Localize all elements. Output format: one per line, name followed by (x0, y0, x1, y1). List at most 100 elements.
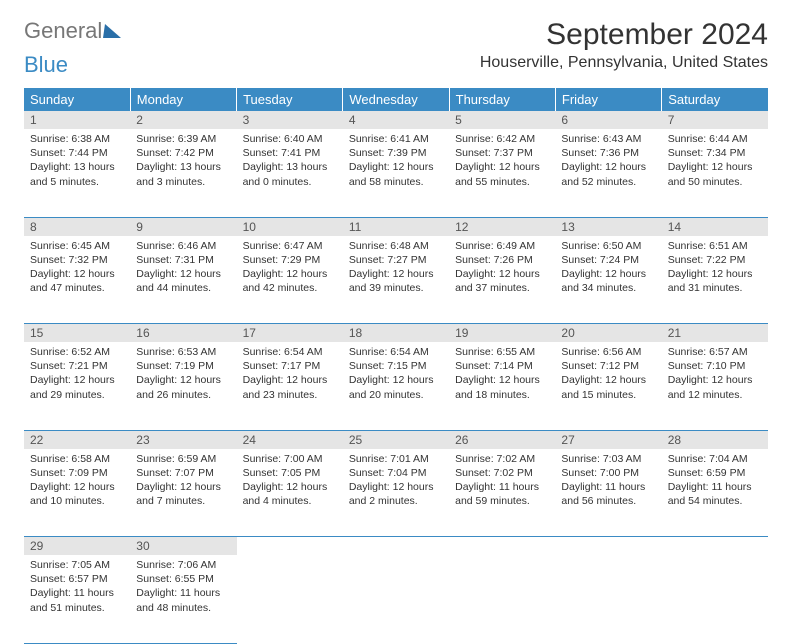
daylight-line: Daylight: 12 hours and 42 minutes. (243, 267, 337, 295)
brand-word-2: Blue (24, 52, 68, 77)
sunrise-line: Sunrise: 6:38 AM (30, 132, 124, 146)
day-cell-body: Sunrise: 6:41 AMSunset: 7:39 PMDaylight:… (343, 129, 449, 195)
weekday-header: Thursday (449, 88, 555, 111)
sunrise-line: Sunrise: 6:54 AM (349, 345, 443, 359)
day-cell: Sunrise: 6:50 AMSunset: 7:24 PMDaylight:… (555, 236, 661, 324)
daylight-line: Daylight: 12 hours and 39 minutes. (349, 267, 443, 295)
daylight-line: Daylight: 12 hours and 12 minutes. (668, 373, 762, 401)
day-cell: Sunrise: 6:54 AMSunset: 7:15 PMDaylight:… (343, 342, 449, 430)
sunset-line: Sunset: 7:05 PM (243, 466, 337, 480)
sail-icon (103, 24, 123, 38)
day-cell-body: Sunrise: 6:53 AMSunset: 7:19 PMDaylight:… (130, 342, 236, 408)
daylight-line: Daylight: 12 hours and 47 minutes. (30, 267, 124, 295)
weekday-header: Wednesday (343, 88, 449, 111)
sunset-line: Sunset: 7:36 PM (561, 146, 655, 160)
sunset-line: Sunset: 7:44 PM (30, 146, 124, 160)
day-cell: Sunrise: 6:53 AMSunset: 7:19 PMDaylight:… (130, 342, 236, 430)
day-cell: Sunrise: 6:40 AMSunset: 7:41 PMDaylight:… (237, 129, 343, 217)
sunset-line: Sunset: 7:22 PM (668, 253, 762, 267)
title-block: September 2024 Houserville, Pennsylvania… (480, 18, 768, 72)
sunrise-line: Sunrise: 7:03 AM (561, 452, 655, 466)
day-cell: Sunrise: 7:05 AMSunset: 6:57 PMDaylight:… (24, 555, 130, 643)
day-cell: Sunrise: 6:49 AMSunset: 7:26 PMDaylight:… (449, 236, 555, 324)
day-cell: Sunrise: 6:58 AMSunset: 7:09 PMDaylight:… (24, 449, 130, 537)
daylight-line: Daylight: 13 hours and 0 minutes. (243, 160, 337, 188)
sunrise-line: Sunrise: 7:00 AM (243, 452, 337, 466)
sunrise-line: Sunrise: 6:43 AM (561, 132, 655, 146)
day-cell: Sunrise: 6:47 AMSunset: 7:29 PMDaylight:… (237, 236, 343, 324)
day-cell-body: Sunrise: 6:40 AMSunset: 7:41 PMDaylight:… (237, 129, 343, 195)
sunrise-line: Sunrise: 6:52 AM (30, 345, 124, 359)
day-cell: Sunrise: 6:55 AMSunset: 7:14 PMDaylight:… (449, 342, 555, 430)
day-cell: Sunrise: 6:57 AMSunset: 7:10 PMDaylight:… (662, 342, 768, 430)
day-cell-body: Sunrise: 6:48 AMSunset: 7:27 PMDaylight:… (343, 236, 449, 302)
day-cell: Sunrise: 6:56 AMSunset: 7:12 PMDaylight:… (555, 342, 661, 430)
day-cell-body: Sunrise: 6:45 AMSunset: 7:32 PMDaylight:… (24, 236, 130, 302)
daylight-line: Daylight: 12 hours and 20 minutes. (349, 373, 443, 401)
sunset-line: Sunset: 7:24 PM (561, 253, 655, 267)
day-cell (449, 555, 555, 643)
day-number: 3 (237, 111, 343, 129)
calendar-table: Sunday Monday Tuesday Wednesday Thursday… (24, 88, 768, 644)
day-cell-body: Sunrise: 6:49 AMSunset: 7:26 PMDaylight:… (449, 236, 555, 302)
day-number: 19 (449, 324, 555, 342)
day-cell-body: Sunrise: 6:57 AMSunset: 7:10 PMDaylight:… (662, 342, 768, 408)
sunrise-line: Sunrise: 6:59 AM (136, 452, 230, 466)
daylight-line: Daylight: 12 hours and 44 minutes. (136, 267, 230, 295)
day-cell-body: Sunrise: 6:46 AMSunset: 7:31 PMDaylight:… (130, 236, 236, 302)
sunrise-line: Sunrise: 6:49 AM (455, 239, 549, 253)
day-number: 29 (24, 537, 130, 555)
day-number: 6 (555, 111, 661, 129)
sunset-line: Sunset: 7:15 PM (349, 359, 443, 373)
day-number: 16 (130, 324, 236, 342)
week-row: Sunrise: 7:05 AMSunset: 6:57 PMDaylight:… (24, 555, 768, 643)
sunset-line: Sunset: 7:42 PM (136, 146, 230, 160)
daylight-line: Daylight: 12 hours and 55 minutes. (455, 160, 549, 188)
sunset-line: Sunset: 7:07 PM (136, 466, 230, 480)
week-row: Sunrise: 6:52 AMSunset: 7:21 PMDaylight:… (24, 342, 768, 430)
day-cell-body: Sunrise: 6:54 AMSunset: 7:15 PMDaylight:… (343, 342, 449, 408)
day-cell: Sunrise: 6:48 AMSunset: 7:27 PMDaylight:… (343, 236, 449, 324)
weekday-header: Saturday (662, 88, 768, 111)
sunrise-line: Sunrise: 6:45 AM (30, 239, 124, 253)
weekday-header: Sunday (24, 88, 130, 111)
day-cell-body: Sunrise: 6:55 AMSunset: 7:14 PMDaylight:… (449, 342, 555, 408)
daynum-row: 15161718192021 (24, 324, 768, 343)
daylight-line: Daylight: 11 hours and 54 minutes. (668, 480, 762, 508)
sunset-line: Sunset: 7:34 PM (668, 146, 762, 160)
day-number: 21 (662, 324, 768, 342)
day-number: 2 (130, 111, 236, 129)
day-cell-body: Sunrise: 6:38 AMSunset: 7:44 PMDaylight:… (24, 129, 130, 195)
daylight-line: Daylight: 12 hours and 26 minutes. (136, 373, 230, 401)
day-number: 14 (662, 218, 768, 236)
day-number: 23 (130, 431, 236, 449)
sunset-line: Sunset: 7:04 PM (349, 466, 443, 480)
day-cell-body: Sunrise: 6:58 AMSunset: 7:09 PMDaylight:… (24, 449, 130, 515)
location-text: Houserville, Pennsylvania, United States (480, 54, 768, 72)
week-row: Sunrise: 6:38 AMSunset: 7:44 PM Daylight:… (24, 129, 768, 217)
daylight-line: Daylight: 12 hours and 2 minutes. (349, 480, 443, 508)
sunrise-line: Sunrise: 6:47 AM (243, 239, 337, 253)
sunrise-line: Sunrise: 6:50 AM (561, 239, 655, 253)
month-title: September 2024 (480, 18, 768, 52)
sunrise-line: Sunrise: 6:56 AM (561, 345, 655, 359)
sunset-line: Sunset: 7:27 PM (349, 253, 443, 267)
day-cell: Sunrise: 7:00 AMSunset: 7:05 PMDaylight:… (237, 449, 343, 537)
sunset-line: Sunset: 6:55 PM (136, 572, 230, 586)
weekday-header: Friday (555, 88, 661, 111)
sunset-line: Sunset: 7:37 PM (455, 146, 549, 160)
sunrise-line: Sunrise: 6:54 AM (243, 345, 337, 359)
daylight-line: Daylight: 12 hours and 15 minutes. (561, 373, 655, 401)
daylight-line: Daylight: 12 hours and 58 minutes. (349, 160, 443, 188)
day-cell-body: Sunrise: 6:56 AMSunset: 7:12 PMDaylight:… (555, 342, 661, 408)
sunrise-line: Sunrise: 6:58 AM (30, 452, 124, 466)
daylight-line: Daylight: 12 hours and 18 minutes. (455, 373, 549, 401)
daynum-row: 22232425262728 (24, 430, 768, 449)
day-number: 24 (237, 431, 343, 449)
sunrise-line: Sunrise: 6:42 AM (455, 132, 549, 146)
day-cell-body: Sunrise: 7:01 AMSunset: 7:04 PMDaylight:… (343, 449, 449, 515)
daynum-row: 1234567 (24, 111, 768, 129)
sunrise-line: Sunrise: 6:48 AM (349, 239, 443, 253)
day-cell (237, 555, 343, 643)
day-cell-body: Sunrise: 7:02 AMSunset: 7:02 PMDaylight:… (449, 449, 555, 515)
